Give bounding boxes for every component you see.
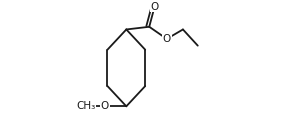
- Text: CH₃: CH₃: [76, 101, 95, 111]
- Text: O: O: [163, 34, 171, 44]
- Text: O: O: [101, 101, 109, 111]
- Text: O: O: [150, 2, 159, 12]
